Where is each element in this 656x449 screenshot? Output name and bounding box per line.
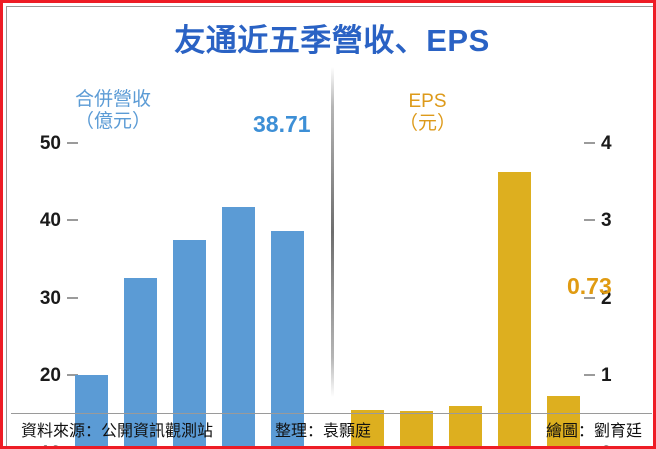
revenue-value-label: 38.71 <box>253 111 311 137</box>
eps-bar-21q1[interactable] <box>351 410 384 446</box>
bar-slot <box>449 143 482 446</box>
revenue-bar-21q3[interactable] <box>173 240 206 446</box>
eps-legend: EPS （元） <box>399 91 456 136</box>
footer-illustrator: 繪圖：劉育廷 <box>545 423 642 440</box>
revenue-bar-22q1[interactable] <box>271 231 304 446</box>
eps-legend-line2: （元） <box>399 113 457 135</box>
bar-slot <box>124 143 157 446</box>
revenue-legend-line2: （億元） <box>75 111 152 133</box>
y-axis-tick-label: 4 <box>601 133 612 154</box>
revenue-bar-group <box>71 143 315 446</box>
y-axis-tickmark <box>584 374 595 376</box>
y-axis-tick-label: 2 <box>601 288 612 309</box>
eps-bar-22q1[interactable] <box>547 396 580 446</box>
eps-value-label: 0.73 <box>567 273 612 299</box>
y-axis-tickmark <box>584 219 595 221</box>
revenue-legend: 合併營收 （億元） <box>75 89 151 134</box>
revenue-bar-21q2[interactable] <box>124 278 157 446</box>
eps-chart: 4 3 2 1 0 <box>347 70 637 446</box>
y-axis-tickmark <box>67 142 78 144</box>
y-axis-tick-label: 10 <box>27 444 61 446</box>
eps-bar-21q2[interactable] <box>400 411 433 446</box>
bar-slot <box>271 143 304 446</box>
y-axis-tickmark <box>584 297 595 299</box>
y-axis-tickmark <box>67 219 78 221</box>
chart-divider <box>331 67 334 397</box>
eps-legend-line1: EPS <box>408 91 447 112</box>
bar-slot <box>400 143 433 446</box>
y-axis-tick-label: 0 <box>601 444 635 446</box>
y-axis-tick-label: 20 <box>39 365 61 386</box>
eps-bar-21q4[interactable] <box>498 172 531 446</box>
y-axis-tick-label: 3 <box>601 210 612 231</box>
chart-frame: 友通近五季營收、EPS 50 40 30 20 10 <box>6 6 653 446</box>
bar-slot <box>222 143 255 446</box>
revenue-bar-21q4[interactable] <box>222 207 255 446</box>
footer-editor: 整理：袁顥庭 <box>275 423 372 440</box>
y-axis-tick-label: 30 <box>39 288 61 309</box>
y-axis-tick-label: 1 <box>601 365 612 386</box>
y-axis-tick-label: 50 <box>39 133 61 154</box>
y-axis-tickmark <box>67 374 78 376</box>
eps-bar-21q3[interactable] <box>449 406 482 446</box>
bar-slot <box>547 143 580 446</box>
y-axis-tick-label: 40 <box>39 210 61 231</box>
y-axis-tickmark <box>67 297 78 299</box>
footer-source: 資料來源：公開資訊觀測站 <box>21 423 214 440</box>
bar-slot <box>351 143 384 446</box>
revenue-bar-21q1[interactable] <box>75 375 108 446</box>
y-axis-tickmark <box>584 142 595 144</box>
bar-slot <box>173 143 206 446</box>
bar-slot <box>75 143 108 446</box>
bar-slot <box>498 143 531 446</box>
revenue-chart: 50 40 30 20 10 <box>25 70 315 446</box>
eps-bar-group <box>347 143 591 446</box>
footer: 資料來源：公開資訊觀測站 整理：袁顥庭 繪圖：劉育廷 <box>11 413 652 444</box>
revenue-legend-line1: 合併營收 <box>75 89 152 110</box>
page-title: 友通近五季營收、EPS <box>174 23 490 58</box>
